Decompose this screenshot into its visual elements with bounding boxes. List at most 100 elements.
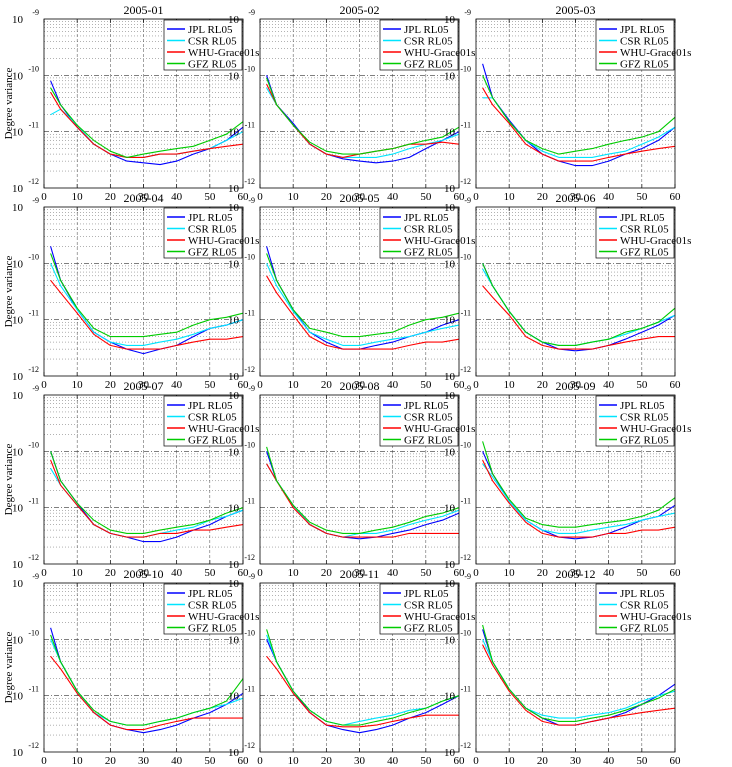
- legend-label: GFZ RL05: [188, 59, 237, 71]
- x-tick-label: 30: [138, 191, 150, 203]
- x-tick-label: 30: [354, 379, 366, 391]
- y-tick-label: -10 10: [444, 440, 471, 458]
- y-tick-label: -9 10: [444, 196, 471, 214]
- y-tick-base: 10: [12, 315, 24, 327]
- legend-label: CSR RL05: [188, 600, 237, 612]
- y-tick-base: 10: [228, 747, 240, 759]
- legend-label: JPL RL05: [620, 24, 665, 36]
- y-tick-exponent: -10: [460, 628, 471, 637]
- series-line-whu-grace01s: [482, 285, 675, 350]
- y-tick-label: -12 10: [444, 553, 471, 571]
- x-tick-label: 20: [537, 379, 549, 391]
- panel-title: 2005-03: [556, 3, 596, 17]
- x-tick-label: 0: [473, 191, 479, 203]
- x-tick-label: 20: [537, 755, 549, 767]
- y-tick-label: -11 10: [228, 685, 255, 703]
- panel-title: 2005-02: [340, 3, 380, 17]
- series-line-gfz-rl05: [50, 634, 244, 726]
- y-tick-base: 10: [12, 747, 24, 759]
- y-tick-exponent: -9: [248, 384, 255, 393]
- x-tick-label: 20: [321, 379, 333, 391]
- y-axis-label: Degree variance: [3, 68, 15, 140]
- legend-label: CSR RL05: [620, 412, 669, 424]
- legend-label: CSR RL05: [404, 36, 453, 48]
- y-tick-base: 10: [12, 183, 24, 195]
- x-tick-label: 60: [238, 379, 250, 391]
- legend-box: [379, 19, 459, 71]
- y-tick-exponent: -10: [244, 628, 255, 637]
- legend-label: GFZ RL05: [404, 623, 453, 635]
- x-tick-label: 10: [504, 755, 516, 767]
- y-tick-base: 10: [228, 315, 240, 327]
- y-tick-exponent: -12: [28, 553, 39, 562]
- y-tick-exponent: -11: [245, 685, 255, 694]
- y-tick-base: 10: [444, 578, 456, 590]
- chart-panel: 2005-09 0 10 20 30 40 50 60 -12 10 -11 10 -10 10 -9 10 J…: [444, 379, 691, 579]
- y-tick-base: 10: [444, 183, 456, 195]
- y-axis-label: Degree variance: [3, 256, 15, 328]
- x-tick-label: 40: [171, 755, 183, 767]
- y-tick-exponent: -9: [464, 196, 471, 205]
- series-line-whu-grace01s: [482, 644, 676, 726]
- x-tick-label: 10: [72, 755, 84, 767]
- series-line-gfz-rl05: [266, 446, 460, 534]
- y-tick-base: 10: [444, 14, 456, 26]
- y-tick-exponent: -10: [28, 252, 39, 261]
- legend-label: GFZ RL05: [404, 59, 453, 71]
- y-tick-exponent: -12: [28, 177, 39, 186]
- y-tick-exponent: -10: [244, 252, 255, 261]
- series-line-csr-rl05: [50, 639, 244, 726]
- x-tick-label: 60: [670, 755, 682, 767]
- legend-label: WHU-Grace01s: [188, 611, 259, 623]
- legend-label: WHU-Grace01s: [188, 423, 259, 435]
- legend-label: CSR RL05: [188, 412, 237, 424]
- y-tick-label: -9 10: [228, 8, 255, 26]
- y-tick-exponent: -9: [32, 196, 39, 205]
- x-tick-label: 50: [204, 567, 216, 579]
- x-tick-label: 60: [454, 379, 466, 391]
- x-tick-label: 20: [537, 191, 549, 203]
- x-tick-label: 20: [105, 755, 117, 767]
- chart-panel: 2005-080 10 20 30 40 50 60-1210-1110-1010-910J…: [228, 379, 475, 579]
- legend-label: GFZ RL05: [620, 59, 669, 71]
- legend-label: JPL RL05: [404, 588, 449, 600]
- x-tick-label: 40: [387, 191, 399, 203]
- panel-title: 2005-01: [124, 3, 164, 17]
- y-tick-base: 10: [12, 127, 24, 139]
- series-line-jpl-rl05: [50, 246, 244, 355]
- y-tick-label: -9 10: [444, 8, 471, 26]
- x-tick-label: 40: [387, 379, 399, 391]
- y-tick-base: 10: [444, 371, 456, 383]
- y-tick-label: -11 10: [228, 497, 255, 515]
- chart-panel: 2005-040 10 20 30 40 50 60-1210-1110-1010-910J…: [3, 191, 259, 391]
- y-tick-exponent: -12: [244, 741, 255, 750]
- series-line-whu-grace01s: [266, 655, 459, 728]
- series-line-gfz-rl05: [266, 629, 460, 726]
- series-line-whu-grace01s: [266, 275, 460, 350]
- panel-title: 2005-08: [340, 379, 380, 393]
- series-line-csr-rl05: [50, 108, 244, 158]
- y-tick-label: -12 10: [12, 553, 39, 571]
- x-tick-label: 20: [321, 567, 333, 579]
- y-tick-label: -12 10: [444, 741, 471, 759]
- series-line-jpl-rl05: [482, 629, 676, 726]
- series-line-gfz-rl05: [50, 87, 244, 158]
- y-tick-label: -9 10: [228, 572, 255, 590]
- y-tick-label: -12 10: [228, 741, 255, 759]
- legend-label: CSR RL05: [620, 600, 669, 612]
- y-tick-label: -10 10: [228, 252, 255, 270]
- x-tick-label: 10: [504, 379, 516, 391]
- y-tick-label: -11 10: [228, 121, 255, 139]
- x-tick-label: 10: [288, 379, 300, 391]
- y-tick-base: 10: [12, 258, 24, 270]
- x-tick-label: 20: [105, 567, 117, 579]
- y-tick-label: -11 10: [12, 685, 39, 703]
- x-tick-label: 0: [473, 567, 479, 579]
- y-tick-base: 10: [228, 390, 240, 402]
- x-tick-label: 20: [321, 755, 333, 767]
- series-line-whu-grace01s: [50, 459, 244, 538]
